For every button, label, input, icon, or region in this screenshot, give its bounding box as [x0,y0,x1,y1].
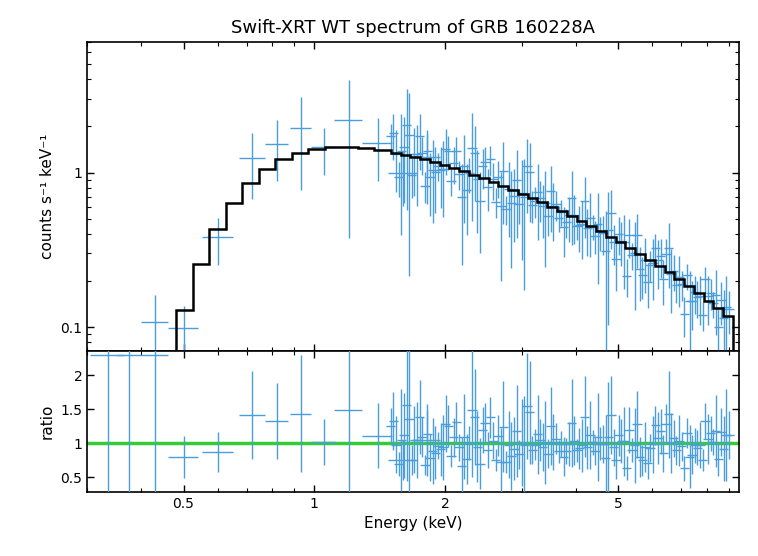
Y-axis label: counts s⁻¹ keV⁻¹: counts s⁻¹ keV⁻¹ [39,134,55,259]
X-axis label: Energy (keV): Energy (keV) [364,517,462,532]
Y-axis label: ratio: ratio [39,404,55,439]
Title: Swift-XRT WT spectrum of GRB 160228A: Swift-XRT WT spectrum of GRB 160228A [231,19,595,37]
